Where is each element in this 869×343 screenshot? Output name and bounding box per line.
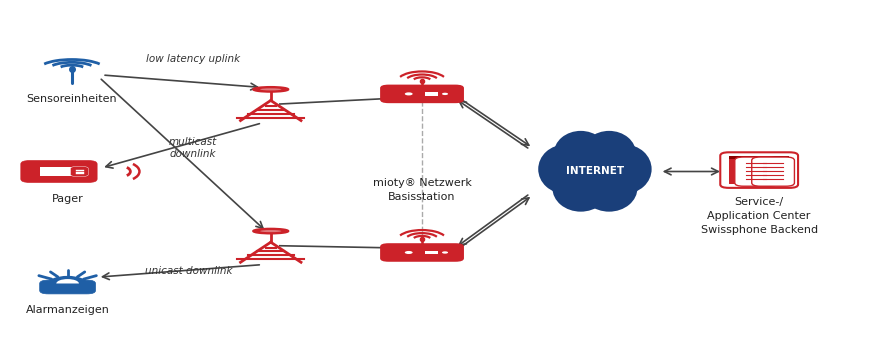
Ellipse shape xyxy=(260,230,281,232)
FancyBboxPatch shape xyxy=(380,243,463,262)
Text: Alarmanzeigen: Alarmanzeigen xyxy=(26,306,109,316)
Ellipse shape xyxy=(554,131,607,176)
FancyBboxPatch shape xyxy=(425,92,438,96)
FancyBboxPatch shape xyxy=(728,159,788,185)
Wedge shape xyxy=(56,279,79,284)
Text: unicast downlink: unicast downlink xyxy=(145,266,232,276)
FancyBboxPatch shape xyxy=(21,161,97,182)
FancyBboxPatch shape xyxy=(728,156,788,159)
Circle shape xyxy=(441,93,448,95)
FancyBboxPatch shape xyxy=(40,280,96,294)
Ellipse shape xyxy=(597,144,651,194)
FancyBboxPatch shape xyxy=(70,167,88,176)
FancyBboxPatch shape xyxy=(40,167,74,176)
Text: Pager: Pager xyxy=(52,194,83,204)
Ellipse shape xyxy=(254,229,287,233)
Text: multicast
downlink: multicast downlink xyxy=(169,137,217,159)
FancyBboxPatch shape xyxy=(425,251,438,254)
Text: mioty® Netzwerk
Basisstation: mioty® Netzwerk Basisstation xyxy=(372,178,471,202)
Ellipse shape xyxy=(555,136,634,207)
Ellipse shape xyxy=(254,87,287,92)
Text: INTERNET: INTERNET xyxy=(565,166,623,177)
Text: Service-/
Application Center
Swissphone Backend: Service-/ Application Center Swissphone … xyxy=(700,198,817,236)
Ellipse shape xyxy=(552,164,608,212)
Circle shape xyxy=(404,251,412,254)
FancyBboxPatch shape xyxy=(734,157,777,186)
FancyBboxPatch shape xyxy=(751,157,793,186)
Ellipse shape xyxy=(260,88,281,91)
Ellipse shape xyxy=(580,164,637,212)
Ellipse shape xyxy=(581,131,635,176)
Circle shape xyxy=(404,92,412,95)
Circle shape xyxy=(441,251,448,254)
Ellipse shape xyxy=(538,144,592,194)
FancyBboxPatch shape xyxy=(380,85,463,103)
Wedge shape xyxy=(48,276,87,284)
Text: Sensoreinheiten: Sensoreinheiten xyxy=(27,94,117,104)
Text: low latency uplink: low latency uplink xyxy=(146,54,240,63)
